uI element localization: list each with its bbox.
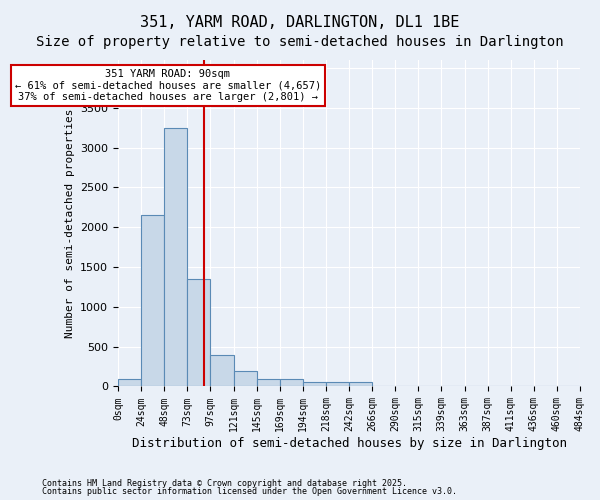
Bar [141,216,164,386]
Text: Size of property relative to semi-detached houses in Darlington: Size of property relative to semi-detach… [36,35,564,49]
Bar [187,279,211,386]
Bar [118,378,141,386]
Bar [233,370,257,386]
Bar [303,382,326,386]
Bar [326,382,349,386]
Text: Contains public sector information licensed under the Open Government Licence v3: Contains public sector information licen… [42,487,457,496]
Bar [257,378,280,386]
Y-axis label: Number of semi-detached properties: Number of semi-detached properties [65,108,74,338]
Text: 351 YARM ROAD: 90sqm
← 61% of semi-detached houses are smaller (4,657)
37% of se: 351 YARM ROAD: 90sqm ← 61% of semi-detac… [14,69,321,102]
Text: 351, YARM ROAD, DARLINGTON, DL1 1BE: 351, YARM ROAD, DARLINGTON, DL1 1BE [140,15,460,30]
Text: Contains HM Land Registry data © Crown copyright and database right 2025.: Contains HM Land Registry data © Crown c… [42,478,407,488]
Bar [349,382,372,386]
Bar [164,128,187,386]
X-axis label: Distribution of semi-detached houses by size in Darlington: Distribution of semi-detached houses by … [131,437,566,450]
Bar [280,378,303,386]
Bar [211,354,233,386]
